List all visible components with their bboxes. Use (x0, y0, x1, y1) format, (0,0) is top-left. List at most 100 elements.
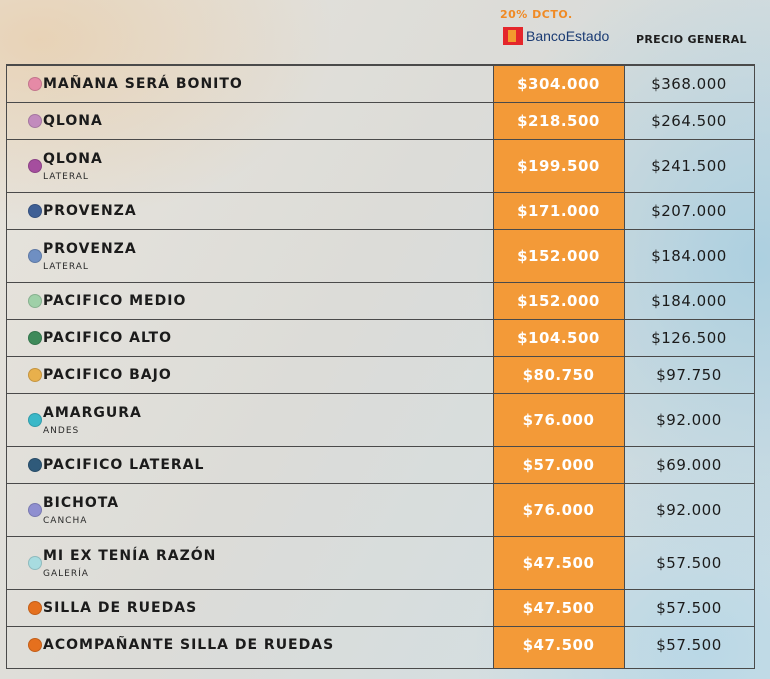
section-name-wrap: ACOMPAÑANTE SILLA DE RUEDAS (43, 637, 334, 653)
section-name-wrap: PROVENZA (43, 203, 137, 219)
general-price: $92.000 (656, 411, 722, 429)
table-row: PACIFICO LATERAL $57.000 $69.000 (7, 446, 754, 483)
bank-logo: BancoEstado (503, 27, 609, 45)
section-cell: PACIFICO ALTO (7, 320, 493, 356)
discount-price: $80.750 (522, 366, 595, 384)
section-color-dot (28, 458, 42, 472)
section-color-dot (28, 159, 42, 173)
discount-price: $152.000 (517, 292, 600, 310)
section-color-dot (28, 503, 42, 517)
header: 20% DCTO. BancoEstado PRECIO GENERAL (0, 0, 770, 64)
section-subtitle: GALERÍA (43, 568, 89, 579)
discount-price: $199.500 (517, 157, 600, 175)
section-name-wrap: PACIFICO ALTO (43, 330, 172, 346)
section-cell: PROVENZA (7, 193, 493, 229)
section-subtitle: CANCHA (43, 515, 88, 526)
section-cell: ACOMPAÑANTE SILLA DE RUEDAS (7, 627, 493, 663)
discount-label: 20% DCTO. (500, 8, 573, 21)
discount-column-background (493, 65, 624, 668)
general-price: $264.500 (651, 112, 727, 130)
general-price: $368.000 (651, 75, 727, 93)
table-row: PACIFICO ALTO $104.500 $126.500 (7, 319, 754, 356)
discount-price: $218.500 (517, 112, 600, 130)
section-cell: QLONA LATERAL (7, 140, 493, 192)
section-name: BICHOTA (43, 494, 120, 511)
general-price-header: PRECIO GENERAL (636, 33, 747, 46)
section-color-dot (28, 638, 42, 652)
section-name: AMARGURA (43, 404, 142, 421)
table-row: AMARGURA ANDES $76.000 $92.000 (7, 393, 754, 446)
section-name-wrap: MI EX TENÍA RAZÓN GALERÍA (43, 548, 216, 579)
discount-price: $57.000 (522, 456, 595, 474)
discount-price: $76.000 (522, 411, 595, 429)
section-cell: AMARGURA ANDES (7, 394, 493, 446)
general-price: $57.500 (656, 599, 722, 617)
section-color-dot (28, 249, 42, 263)
section-subtitle: LATERAL (43, 261, 89, 272)
bank-name: BancoEstado (526, 28, 610, 44)
section-cell: PACIFICO MEDIO (7, 283, 493, 319)
section-name-wrap: QLONA LATERAL (43, 151, 103, 182)
section-name: QLONA (43, 150, 103, 167)
table-row: QLONA LATERAL $199.500 $241.500 (7, 139, 754, 192)
section-name: PROVENZA (43, 203, 137, 219)
general-price: $184.000 (651, 247, 727, 265)
bank-logo-icon (503, 27, 523, 45)
discount-price: $76.000 (522, 501, 595, 519)
section-color-dot (28, 204, 42, 218)
table-row: MAÑANA SERÁ BONITO $304.000 $368.000 (7, 65, 754, 102)
table-row: PACIFICO MEDIO $152.000 $184.000 (7, 282, 754, 319)
table-row: PACIFICO BAJO $80.750 $97.750 (7, 356, 754, 393)
section-cell: PACIFICO LATERAL (7, 447, 493, 483)
section-name: ACOMPAÑANTE SILLA DE RUEDAS (43, 637, 335, 653)
general-price: $207.000 (651, 202, 727, 220)
general-price: $126.500 (651, 329, 727, 347)
section-color-dot (28, 601, 42, 615)
discount-price: $171.000 (517, 202, 600, 220)
section-color-dot (28, 556, 42, 570)
section-subtitle: LATERAL (43, 171, 89, 182)
section-cell: QLONA (7, 103, 493, 139)
table-row: PROVENZA $171.000 $207.000 (7, 192, 754, 229)
column-divider (493, 65, 494, 668)
section-name: PROVENZA (43, 240, 137, 257)
general-price: $241.500 (651, 157, 727, 175)
section-color-dot (28, 368, 42, 382)
section-name: QLONA (43, 113, 103, 129)
section-name-wrap: PROVENZA LATERAL (43, 241, 137, 272)
section-color-dot (28, 77, 42, 91)
table-row: QLONA $218.500 $264.500 (7, 102, 754, 139)
table-row: BICHOTA CANCHA $76.000 $92.000 (7, 483, 754, 536)
discount-price: $47.500 (522, 554, 595, 572)
section-cell: BICHOTA CANCHA (7, 484, 493, 536)
section-color-dot (28, 331, 42, 345)
section-name-wrap: PACIFICO LATERAL (43, 457, 204, 473)
general-price: $69.000 (656, 456, 722, 474)
section-subtitle: ANDES (43, 425, 80, 436)
section-color-dot (28, 114, 42, 128)
table-row: PROVENZA LATERAL $152.000 $184.000 (7, 229, 754, 282)
general-price: $97.750 (656, 366, 722, 384)
discount-price: $304.000 (517, 75, 600, 93)
section-name-wrap: AMARGURA ANDES (43, 405, 142, 436)
section-name: MAÑANA SERÁ BONITO (43, 76, 243, 92)
discount-price: $152.000 (517, 247, 600, 265)
table-row: MI EX TENÍA RAZÓN GALERÍA $47.500 $57.500 (7, 536, 754, 589)
section-cell: SILLA DE RUEDAS (7, 590, 493, 626)
section-name: MI EX TENÍA RAZÓN (43, 547, 217, 564)
section-color-dot (28, 413, 42, 427)
section-cell: PROVENZA LATERAL (7, 230, 493, 282)
column-divider (624, 65, 625, 668)
table-row: SILLA DE RUEDAS $47.500 $57.500 (7, 589, 754, 626)
section-name-wrap: PACIFICO BAJO (43, 367, 172, 383)
section-name: PACIFICO BAJO (43, 367, 172, 383)
price-table: MAÑANA SERÁ BONITO $304.000 $368.000 QLONA $… (6, 64, 755, 669)
general-price: $184.000 (651, 292, 727, 310)
section-cell: PACIFICO BAJO (7, 357, 493, 393)
discount-price: $47.500 (522, 636, 595, 654)
section-name-wrap: QLONA (43, 113, 103, 129)
general-price: $57.500 (656, 636, 722, 654)
section-name: PACIFICO ALTO (43, 330, 173, 346)
table-row: ACOMPAÑANTE SILLA DE RUEDAS $47.500 $57.50… (7, 626, 754, 663)
section-cell: MAÑANA SERÁ BONITO (7, 66, 493, 102)
